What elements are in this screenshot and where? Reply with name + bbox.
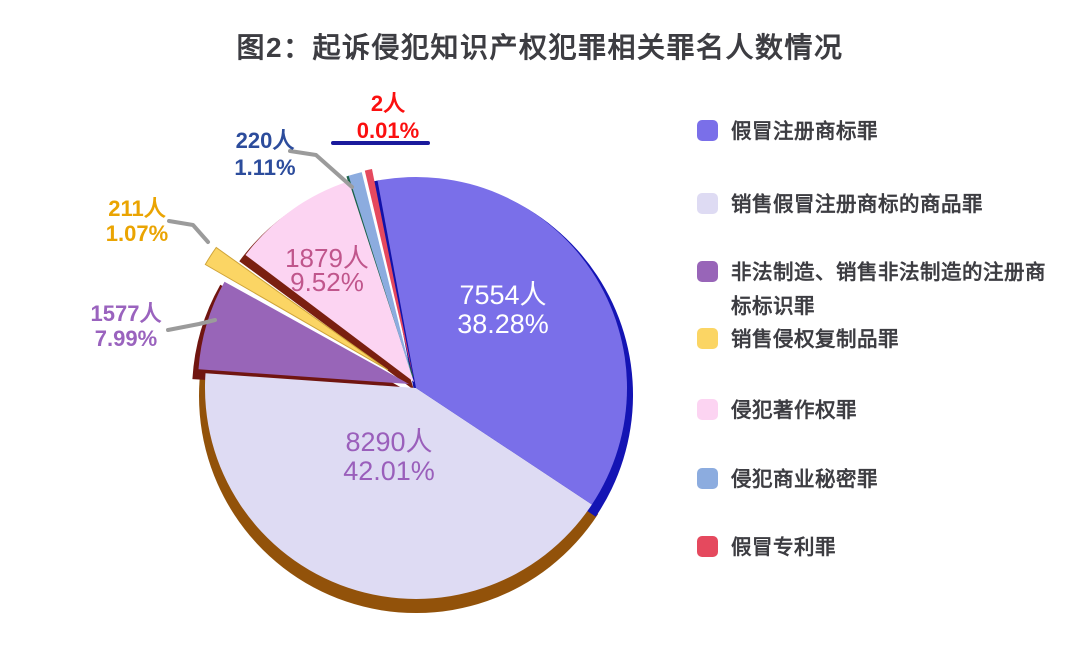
pie-label-5: 220人 1.11% <box>234 128 295 180</box>
legend-label-3: 销售侵权复制品罪 <box>731 328 899 351</box>
pie-label-1: 8290人 42.01% <box>343 427 435 486</box>
legend-label-6: 假冒专利罪 <box>731 536 836 559</box>
legend-swatch-3 <box>697 328 718 349</box>
legend-item-3: 销售侵权复制品罪 <box>697 323 1063 357</box>
leader-line-1 <box>167 219 210 244</box>
pie-label-6: 2人 0.01% <box>357 91 419 143</box>
legend-item-5: 侵犯商业秘密罪 <box>697 463 1063 497</box>
legend-swatch-0 <box>697 120 718 141</box>
pie-slice-3 <box>204 246 389 371</box>
legend-item-6: 假冒专利罪 <box>697 531 1063 565</box>
leader-line-0 <box>166 318 217 332</box>
pie-slice-4 <box>245 181 414 382</box>
legend-item-1: 销售假冒注册商标的商品罪 <box>697 188 1063 222</box>
legend-label-1: 销售假冒注册商标的商品罪 <box>731 193 983 216</box>
pie-label-2: 1577人 7.99% <box>91 301 162 351</box>
chart-title: 图2：起诉侵犯知识产权犯罪相关罪名人数情况 <box>236 32 844 63</box>
legend-swatch-6 <box>697 536 718 557</box>
legend-label-2: 非法制造、销售非法制造的注册商标标识罪 <box>731 261 1046 318</box>
legend-label-5: 侵犯商业秘密罪 <box>731 468 878 491</box>
pie-label-4: 1879人 9.52% <box>285 243 369 297</box>
pie-label-3: 211人 1.07% <box>106 196 168 246</box>
legend-swatch-2 <box>697 261 718 282</box>
legend-swatch-4 <box>697 399 718 420</box>
legend-swatch-1 <box>697 193 718 214</box>
legend-item-0: 假冒注册商标罪 <box>697 115 1063 149</box>
slice-side-edge-navy <box>374 180 419 389</box>
legend-label-0: 假冒注册商标罪 <box>731 120 878 143</box>
legend-swatch-5 <box>697 468 718 489</box>
legend-item-4: 侵犯著作权罪 <box>697 394 1063 428</box>
pie-label-0: 7554人 38.28% <box>457 280 549 339</box>
leader-line-2 <box>288 149 354 189</box>
pie-slice-0 <box>377 176 628 505</box>
legend-item-2: 非法制造、销售非法制造的注册商标标识罪 <box>697 256 1063 324</box>
legend: 假冒注册商标罪销售假冒注册商标的商品罪非法制造、销售非法制造的注册商标标识罪销售… <box>697 0 1069 654</box>
pie-slice-2 <box>198 281 409 384</box>
legend-label-4: 侵犯著作权罪 <box>731 399 857 422</box>
pie-slice-1 <box>204 373 592 599</box>
pie-slice-6 <box>364 169 413 376</box>
pie-slice-5 <box>348 172 412 377</box>
